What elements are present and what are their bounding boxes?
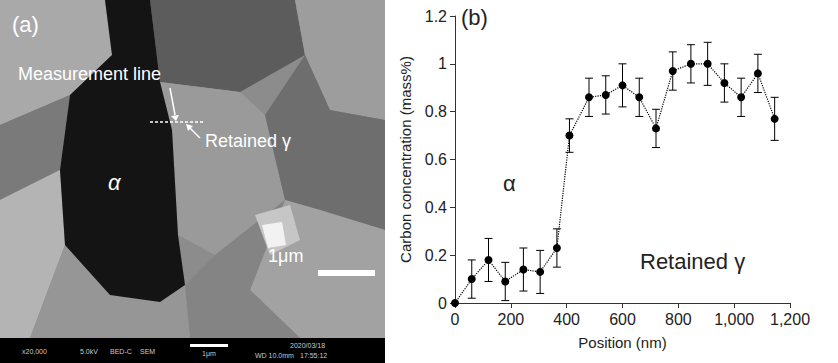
svg-text:200: 200 [497,311,524,328]
svg-text:(a): (a) [12,12,39,37]
svg-text:1: 1 [438,55,447,72]
svg-text:Measurement line: Measurement line [18,64,161,84]
svg-text:0.4: 0.4 [425,199,447,216]
svg-text:1μm: 1μm [268,246,303,266]
svg-text:2020/03/18: 2020/03/18 [290,342,325,349]
svg-text:0: 0 [438,295,447,312]
svg-text:Retained γ: Retained γ [205,131,291,151]
svg-text:5.0kV: 5.0kV [80,348,98,355]
svg-text:x20,000: x20,000 [22,348,47,355]
svg-text:1.2: 1.2 [425,8,447,25]
svg-text:400: 400 [553,311,580,328]
svg-text:α: α [108,170,122,195]
svg-text:1,200: 1,200 [770,311,810,328]
svg-text:0.2: 0.2 [425,247,447,264]
svg-text:Carbon concentration (mass%): Carbon concentration (mass%) [397,56,414,263]
svg-text:BED-C: BED-C [110,348,132,355]
svg-text:WD 10.0mm: WD 10.0mm [255,352,294,359]
svg-text:α: α [503,171,516,196]
svg-text:0.8: 0.8 [425,103,447,120]
svg-text:SEM: SEM [140,348,155,355]
svg-text:1μm: 1μm [202,350,216,358]
svg-text:800: 800 [665,311,692,328]
svg-text:0: 0 [451,311,460,328]
svg-text:17:55:12: 17:55:12 [300,352,327,359]
svg-text:1,000: 1,000 [714,311,754,328]
svg-text:0.6: 0.6 [425,151,447,168]
svg-text:Position (nm): Position (nm) [578,334,666,351]
svg-text:600: 600 [609,311,636,328]
svg-text:(b): (b) [461,5,488,30]
svg-text:Retained γ: Retained γ [640,249,745,274]
